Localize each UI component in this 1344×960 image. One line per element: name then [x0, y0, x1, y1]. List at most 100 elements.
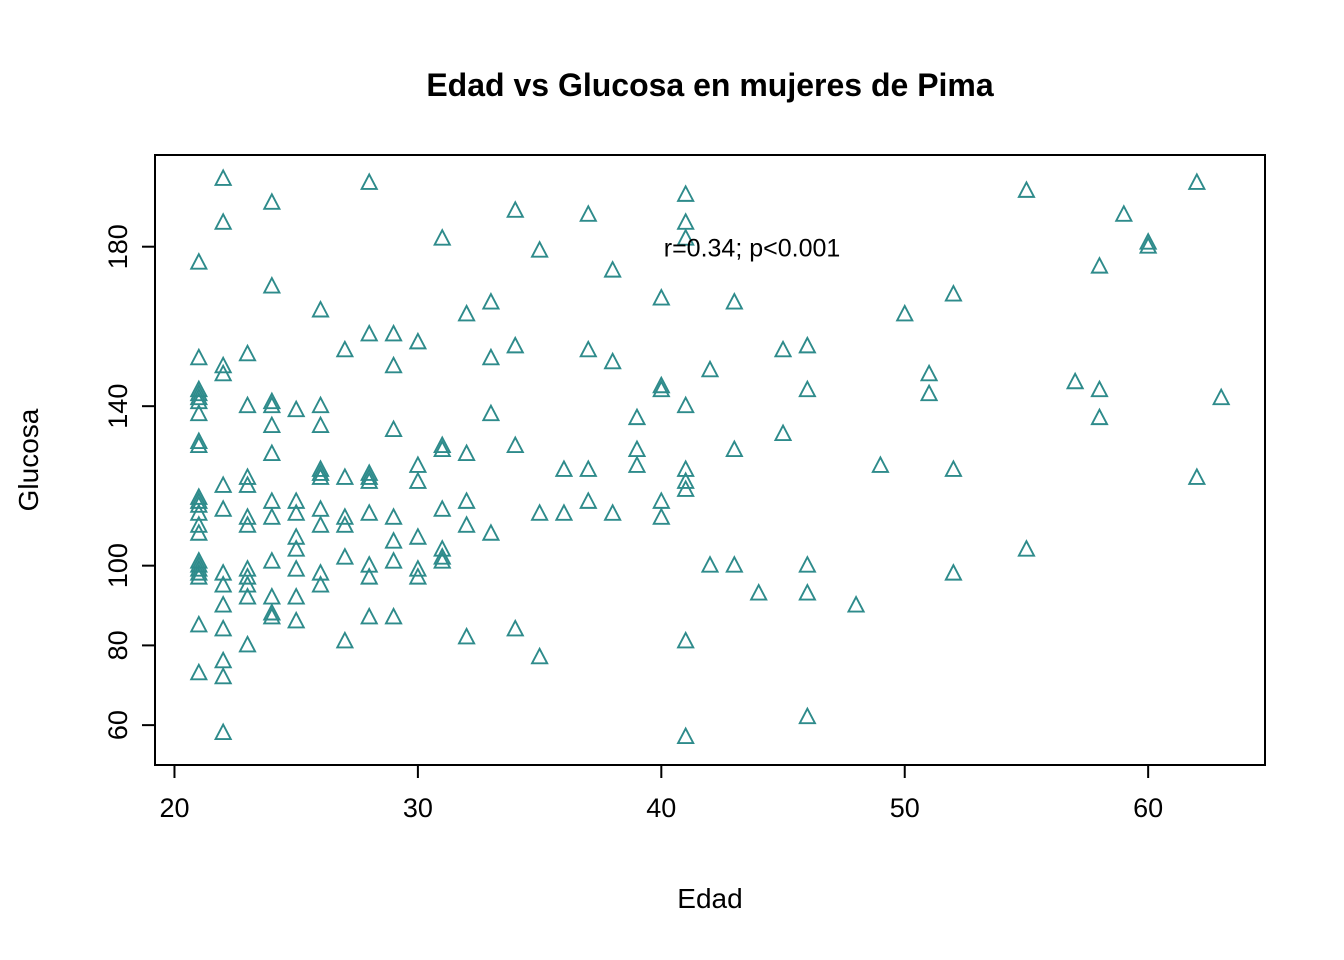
- data-point-triangle: [311, 299, 330, 318]
- data-point-triangle: [384, 507, 403, 525]
- data-point-triangle: [408, 559, 428, 577]
- data-point-triangle: [213, 618, 233, 637]
- data-point-triangle: [652, 379, 671, 398]
- data-point-triangle: [530, 503, 549, 521]
- data-point-triangle: [676, 395, 695, 414]
- data-point-triangle: [676, 212, 695, 230]
- data-point-triangle: [360, 471, 379, 489]
- data-point-triangle: [384, 323, 403, 342]
- data-point-triangle: [189, 614, 208, 633]
- data-point-triangle: [579, 459, 598, 477]
- data-point-triangle: [335, 467, 355, 485]
- data-point-triangle: [919, 383, 939, 402]
- data-point-triangle: [627, 439, 647, 457]
- data-point-triangle: [481, 291, 501, 310]
- data-point-triangle: [238, 507, 257, 525]
- data-points-layer: [189, 168, 1231, 745]
- data-point-triangle: [676, 228, 695, 246]
- data-point-triangle: [627, 407, 647, 426]
- data-point-triangle: [652, 287, 671, 306]
- data-point-triangle: [311, 499, 330, 517]
- data-point-triangle: [773, 339, 793, 358]
- data-point-triangle: [798, 555, 817, 573]
- data-point-triangle: [287, 399, 306, 418]
- data-point-triangle: [213, 475, 233, 493]
- data-point-triangle: [238, 567, 257, 585]
- data-point-triangle: [384, 606, 403, 625]
- x-tick-label: 30: [403, 793, 433, 823]
- data-point-triangle: [238, 515, 257, 533]
- data-point-triangle: [506, 435, 525, 453]
- data-point-triangle: [408, 567, 428, 585]
- data-point-triangle: [262, 391, 282, 410]
- data-point-triangle: [287, 503, 306, 521]
- data-point-triangle: [189, 515, 208, 533]
- data-point-triangle: [919, 363, 939, 382]
- data-point-triangle: [311, 415, 330, 434]
- data-point-triangle: [1017, 180, 1036, 198]
- data-point-triangle: [189, 403, 208, 422]
- data-point-triangle: [554, 503, 574, 521]
- data-point-triangle: [189, 379, 208, 398]
- data-point-triangle: [360, 467, 379, 485]
- x-tick-label: 40: [646, 793, 676, 823]
- data-point-triangle: [311, 563, 330, 581]
- data-point-triangle: [1138, 232, 1158, 250]
- y-tick-label: 60: [103, 710, 133, 740]
- data-point-triangle: [627, 455, 647, 473]
- data-point-triangle: [189, 567, 208, 585]
- data-point-triangle: [189, 523, 208, 541]
- data-point-triangle: [213, 212, 233, 230]
- data-point-triangle: [335, 339, 355, 358]
- x-axis-ticks: 20 30 40 50 60: [159, 765, 1163, 823]
- data-point-triangle: [360, 463, 379, 481]
- data-point-triangle: [189, 559, 208, 577]
- data-point-triangle: [457, 443, 476, 461]
- data-point-triangle: [676, 479, 695, 497]
- data-point-triangle: [287, 539, 306, 557]
- data-point-triangle: [579, 204, 598, 222]
- data-point-triangle: [408, 455, 428, 473]
- data-point-triangle: [1187, 467, 1207, 485]
- data-point-triangle: [846, 594, 866, 613]
- data-point-triangle: [1090, 407, 1109, 426]
- data-point-triangle: [213, 722, 233, 741]
- data-point-triangle: [189, 495, 208, 513]
- data-point-triangle: [262, 443, 282, 461]
- data-point-triangle: [530, 646, 549, 665]
- data-point-triangle: [189, 252, 208, 270]
- data-point-triangle: [384, 531, 403, 549]
- y-tick-label: 140: [103, 384, 133, 429]
- data-point-triangle: [725, 555, 744, 573]
- data-point-triangle: [944, 459, 963, 477]
- data-point-triangle: [457, 626, 476, 645]
- data-point-triangle: [262, 587, 282, 605]
- data-point-triangle: [262, 551, 282, 569]
- data-point-triangle: [213, 499, 233, 517]
- data-point-triangle: [262, 192, 282, 210]
- data-point-triangle: [554, 459, 574, 477]
- data-point-triangle: [481, 523, 501, 541]
- data-point-triangle: [213, 575, 233, 593]
- y-tick-label: 80: [103, 630, 133, 660]
- data-point-triangle: [798, 379, 817, 398]
- data-point-triangle: [481, 347, 501, 366]
- data-point-triangle: [1017, 539, 1036, 557]
- data-point-triangle: [189, 383, 208, 402]
- data-point-triangle: [189, 555, 208, 573]
- data-point-triangle: [603, 503, 622, 521]
- data-point-triangle: [189, 491, 208, 509]
- data-point-triangle: [457, 491, 476, 509]
- data-point-triangle: [457, 303, 476, 322]
- data-point-triangle: [213, 666, 233, 685]
- data-point-triangle: [798, 335, 817, 354]
- data-point-triangle: [262, 491, 282, 509]
- data-point-triangle: [725, 439, 744, 457]
- data-point-triangle: [700, 359, 720, 378]
- data-point-triangle: [311, 575, 330, 593]
- data-point-triangle: [384, 419, 403, 438]
- data-point-triangle: [189, 435, 208, 453]
- data-point-triangle: [262, 395, 282, 414]
- data-point-triangle: [189, 391, 208, 410]
